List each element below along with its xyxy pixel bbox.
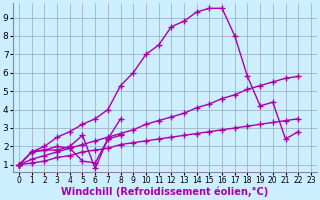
X-axis label: Windchill (Refroidissement éolien,°C): Windchill (Refroidissement éolien,°C) <box>61 187 268 197</box>
